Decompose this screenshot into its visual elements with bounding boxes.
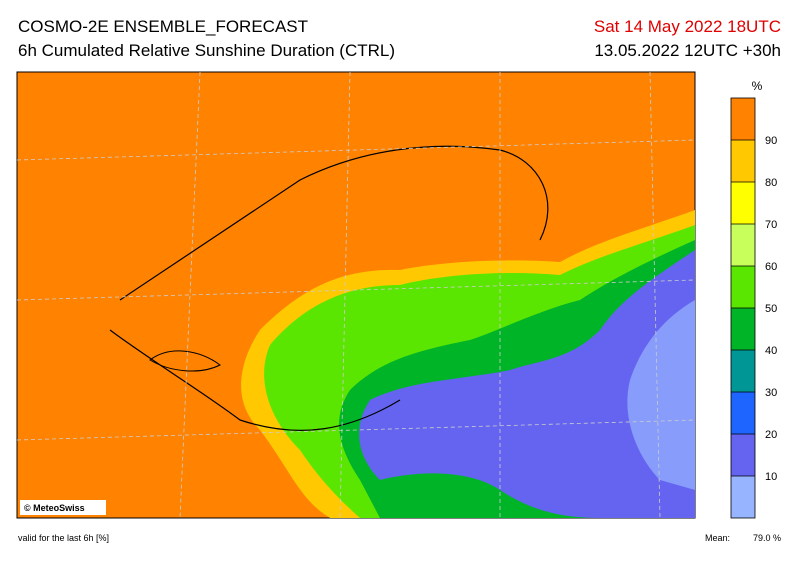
colorbar-label: 50 (765, 303, 777, 315)
colorbar-label: 30 (765, 387, 777, 399)
colorbar-segment (731, 308, 755, 350)
cloud-area (359, 250, 695, 518)
colorbar-label: 80 (765, 177, 777, 189)
colorbar-segment (731, 434, 755, 476)
colorbar-segment (731, 476, 755, 518)
colorbar-segment (731, 182, 755, 224)
colorbar-label: 20 (765, 429, 777, 441)
subtitle: 6h Cumulated Relative Sunshine Duration … (18, 41, 395, 60)
colorbar-label: 10 (765, 471, 777, 483)
valid-time: Sat 14 May 2022 18UTC (594, 17, 781, 36)
lake (149, 350, 221, 372)
colorbar-label: 60 (765, 261, 777, 273)
colorbar: % 10 20 30 40 50 60 70 80 90 (730, 79, 777, 519)
colorbar-segment (731, 350, 755, 392)
cloud-area (627, 300, 695, 490)
graticule (16, 71, 696, 519)
colorbar-segment (731, 224, 755, 266)
title: COSMO-2E ENSEMBLE_FORECAST (18, 17, 308, 36)
map: © MeteoSwiss (16, 71, 696, 519)
colorbar-label: 90 (765, 135, 777, 147)
copyright-box (20, 500, 106, 515)
copyright: © MeteoSwiss (24, 503, 85, 513)
colorbar-label: 40 (765, 345, 777, 357)
colorbar-unit: % (752, 79, 763, 93)
colorbar-segment (731, 392, 755, 434)
mean-label: Mean: (705, 533, 730, 543)
colorbar-segment (731, 266, 755, 308)
colorbar-segment (731, 140, 755, 182)
mean-value: 79.0 % (753, 533, 781, 543)
colorbar-label: 70 (765, 219, 777, 231)
run-time: 13.05.2022 12UTC +30h (594, 41, 781, 60)
footer-note: valid for the last 6h [%] (18, 533, 109, 543)
colorbar-segment (731, 98, 755, 140)
